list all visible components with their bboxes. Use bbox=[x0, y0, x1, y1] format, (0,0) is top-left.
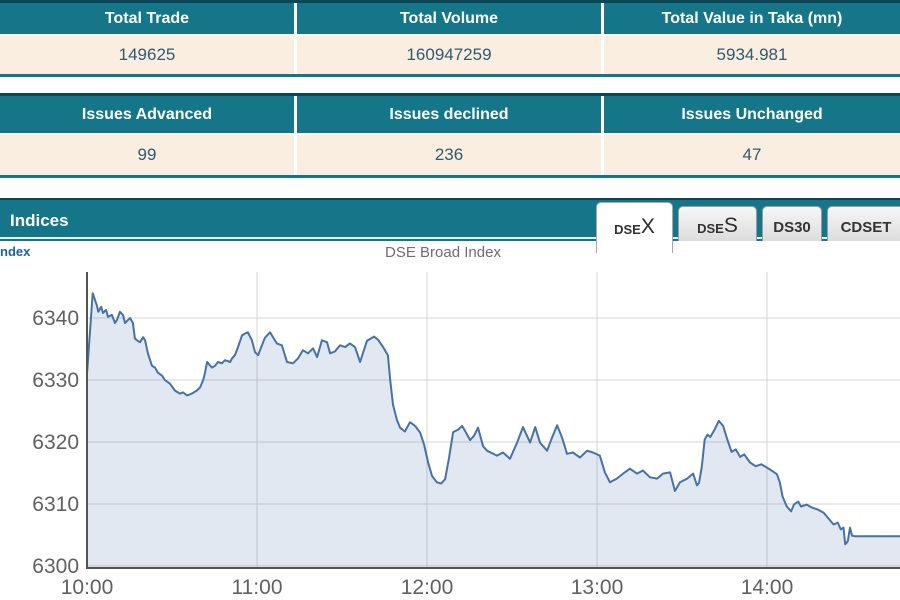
tab-dsex-label-prefix: DSE bbox=[614, 222, 641, 237]
issues-summary-header-row: Issues Advanced Issues declined Issues U… bbox=[0, 96, 900, 135]
trade-summary-value-row: 149625 160947259 5934.981 bbox=[0, 36, 900, 74]
tab-cdset[interactable]: CDSET bbox=[827, 206, 900, 241]
tab-dsex[interactable]: DSE X bbox=[596, 202, 673, 253]
trade-summary-table: Total Trade Total Volume Total Value in … bbox=[0, 0, 900, 77]
header-total-volume: Total Volume bbox=[297, 3, 604, 36]
trade-summary-header-row: Total Trade Total Volume Total Value in … bbox=[0, 3, 900, 36]
header-total-trade: Total Trade bbox=[0, 3, 297, 36]
tab-dses-label-suffix: S bbox=[723, 213, 738, 237]
tab-dses[interactable]: DSE S bbox=[678, 206, 757, 241]
value-issues-declined: 236 bbox=[297, 135, 604, 175]
y-axis-tick-label: 6340 bbox=[32, 307, 79, 330]
band-inner-line bbox=[0, 237, 900, 239]
table-top-border bbox=[0, 0, 900, 3]
table-top-border bbox=[0, 93, 900, 96]
x-axis-tick-label: 11:00 bbox=[232, 576, 283, 599]
tab-dsex-label-suffix: X bbox=[640, 214, 655, 238]
value-total-value: 5934.981 bbox=[604, 36, 900, 74]
chart-title: DSE Broad Index bbox=[385, 244, 501, 261]
value-issues-unchanged: 47 bbox=[604, 135, 900, 175]
table-bottom-border bbox=[0, 74, 900, 77]
header-issues-advanced: Issues Advanced bbox=[0, 96, 297, 135]
indices-chart-svg: 6300 6310 6320 6330 6340 10:00 11:00 12:00 13:00… bbox=[32, 272, 900, 599]
clipped-index-link[interactable]: ndex bbox=[0, 244, 31, 259]
table-bottom-border bbox=[0, 175, 900, 178]
header-issues-unchanged: Issues Unchanged bbox=[604, 96, 900, 135]
value-total-volume: 160947259 bbox=[297, 36, 604, 74]
x-axis-tick-label: 13:00 bbox=[571, 576, 624, 599]
header-total-value: Total Value in Taka (mn) bbox=[604, 3, 900, 36]
issues-summary-table: Issues Advanced Issues declined Issues U… bbox=[0, 93, 900, 178]
value-issues-advanced: 99 bbox=[0, 135, 297, 175]
y-axis-tick-label: 6310 bbox=[32, 493, 79, 516]
tab-ds30-label: DS30 bbox=[773, 219, 811, 236]
tab-dses-label-prefix: DSE bbox=[697, 221, 724, 236]
x-axis-tick-label: 12:00 bbox=[401, 576, 454, 599]
tab-cdset-label: CDSET bbox=[840, 219, 892, 236]
x-axis-tick-label: 14:00 bbox=[741, 576, 794, 599]
value-total-trade: 149625 bbox=[0, 36, 297, 74]
y-axis-tick-label: 6300 bbox=[32, 555, 79, 578]
y-axis-tick-label: 6320 bbox=[32, 431, 79, 454]
y-axis-tick-label: 6330 bbox=[32, 369, 79, 392]
header-issues-declined: Issues declined bbox=[297, 96, 604, 135]
x-axis-tick-label: 10:00 bbox=[61, 576, 114, 599]
issues-summary-value-row: 99 236 47 bbox=[0, 135, 900, 175]
indices-section-title: Indices bbox=[10, 211, 69, 230]
tab-ds30[interactable]: DS30 bbox=[762, 206, 822, 241]
